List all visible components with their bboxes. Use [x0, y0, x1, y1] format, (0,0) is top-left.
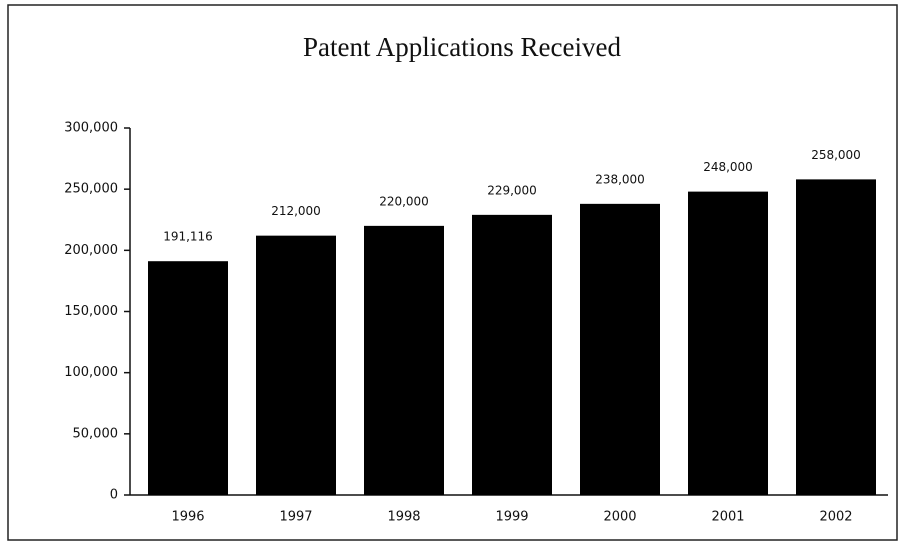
value-label: 191,116	[163, 230, 213, 244]
x-tick-label: 2002	[819, 510, 852, 525]
x-tick-label: 1997	[279, 510, 312, 525]
chart-title: Patent Applications Received	[303, 32, 621, 62]
x-tick-label: 1998	[387, 510, 420, 525]
bar	[580, 203, 660, 495]
y-tick-label: 150,000	[64, 304, 118, 319]
x-tick-label: 1999	[495, 510, 528, 525]
bar	[148, 261, 228, 495]
y-tick-label: 50,000	[73, 426, 119, 441]
bar	[364, 225, 444, 495]
bar	[688, 191, 768, 495]
y-tick-label: 200,000	[64, 243, 118, 258]
value-label: 248,000	[703, 160, 753, 174]
x-tick-label: 2001	[711, 510, 744, 525]
bar	[472, 214, 552, 495]
value-label: 258,000	[811, 148, 861, 162]
y-tick-label: 0	[110, 488, 118, 503]
bar	[796, 179, 876, 495]
bar	[256, 235, 336, 496]
y-tick-label: 100,000	[64, 365, 118, 380]
y-tick-label: 300,000	[64, 121, 118, 136]
value-label: 238,000	[595, 172, 645, 186]
value-label: 220,000	[379, 194, 429, 208]
x-tick-label: 1996	[171, 510, 204, 525]
value-label: 229,000	[487, 183, 537, 197]
value-label: 212,000	[271, 204, 321, 218]
x-tick-label: 2000	[603, 510, 636, 525]
y-tick-label: 250,000	[64, 182, 118, 197]
